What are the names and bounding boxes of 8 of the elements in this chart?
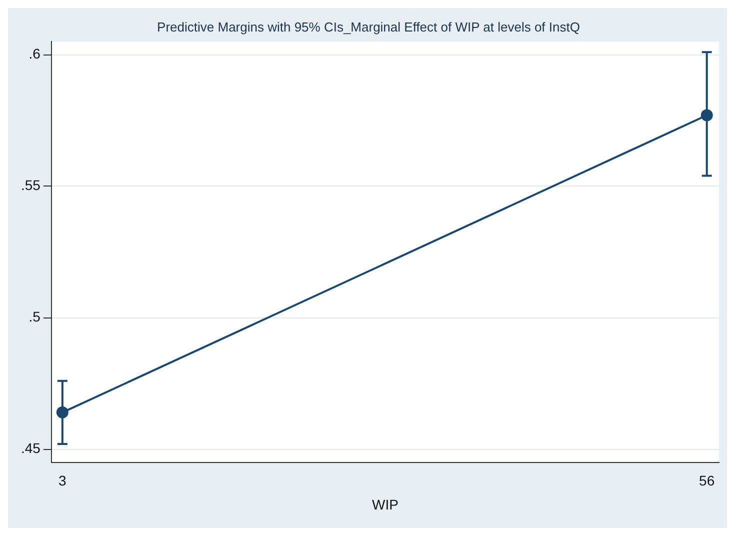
x-tick-label: 56: [699, 472, 715, 489]
y-tick-label: .5: [28, 308, 41, 325]
x-tick-label: 3: [58, 472, 67, 489]
chart-title: Predictive Margins with 95% CIs_Marginal Effect of WIP at levels of InstQ: [157, 19, 580, 34]
y-tick-label: .6: [28, 46, 41, 62]
x-axis-title: WIP: [372, 496, 398, 512]
y-tick-label: .45: [20, 440, 41, 456]
y-tick-label: .55: [20, 177, 41, 194]
